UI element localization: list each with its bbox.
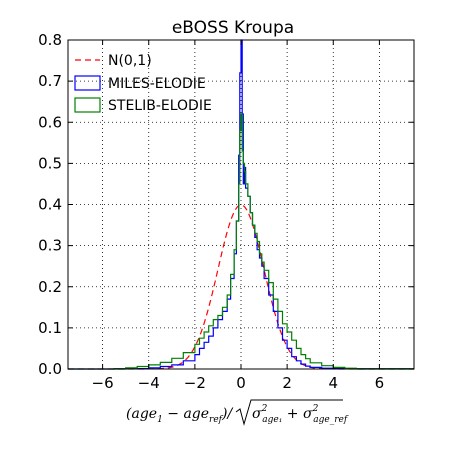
xlabel-sup2: 2 <box>312 404 319 414</box>
xlabel-sup1: 2 <box>261 404 268 414</box>
y-tick-label: 0.2 <box>38 278 62 296</box>
x-tick-label: 4 <box>328 374 338 392</box>
series-layer <box>68 39 414 370</box>
legend: N(0,1) MILES-ELODIE STELIB-ELODIE <box>74 53 212 114</box>
legend-swatch-miles <box>74 75 101 91</box>
svg-text:(age1 − ageref)/: (age1 − ageref)/ <box>126 406 233 425</box>
y-tick-label: 0.7 <box>38 72 62 90</box>
xlabel-sub2: ref <box>209 415 224 425</box>
y-tick-label: 0.0 <box>38 360 62 378</box>
xlabel-minus: − <box>163 406 184 422</box>
y-tick-label: 0.3 <box>38 237 62 255</box>
legend-label-stelib: STELIB-ELODIE <box>108 98 212 114</box>
xlabel-slash: / <box>225 406 233 422</box>
legend-label-miles: MILES-ELODIE <box>108 76 206 92</box>
xlabel-age2: age <box>183 406 209 422</box>
x-axis-label: (age1 − ageref)/ σ2 age₁ + σ2 age_ref <box>126 399 349 426</box>
y-tick-label: 0.1 <box>38 319 62 337</box>
y-tick-label: 0.4 <box>38 196 62 214</box>
legend-swatch-stelib <box>74 97 101 113</box>
y-tick-label: 0.5 <box>38 154 62 172</box>
legend-label-normal: N(0,1) <box>108 53 152 69</box>
xlabel-sigma1: σ <box>252 406 262 422</box>
chart-title: eBOSS Kroupa <box>172 18 294 38</box>
xlabel-sub-ageref: age_ref <box>313 415 349 425</box>
x-tick-label: −4 <box>138 374 160 392</box>
xlabel-sub1: 1 <box>157 415 163 425</box>
xlabel-age1: age <box>131 406 157 422</box>
xlabel-sub-age1: age₁ <box>262 415 282 425</box>
series-stelib-elodie-histogram <box>68 113 414 370</box>
sqrt-sign <box>235 399 343 426</box>
x-tick-label: 6 <box>375 374 385 392</box>
xlabel-plus: + <box>282 406 303 422</box>
xlabel-open: ( <box>126 406 132 422</box>
y-tick-label: 0.6 <box>38 113 62 131</box>
axis-ticks: −6 −4 −2 0 2 4 6 0.0 0.1 0.2 0.3 0.4 0.5 0.6 0.7 0.8 <box>38 31 414 392</box>
x-tick-label: −6 <box>92 374 114 392</box>
grid <box>68 39 414 370</box>
y-tick-label: 0.8 <box>38 31 62 49</box>
xlabel-sigma2: σ <box>303 406 313 422</box>
xlabel-close: ) <box>221 406 227 422</box>
x-tick-label: 2 <box>282 374 292 392</box>
x-tick-label: −2 <box>184 374 206 392</box>
x-tick-label: 0 <box>236 374 246 392</box>
